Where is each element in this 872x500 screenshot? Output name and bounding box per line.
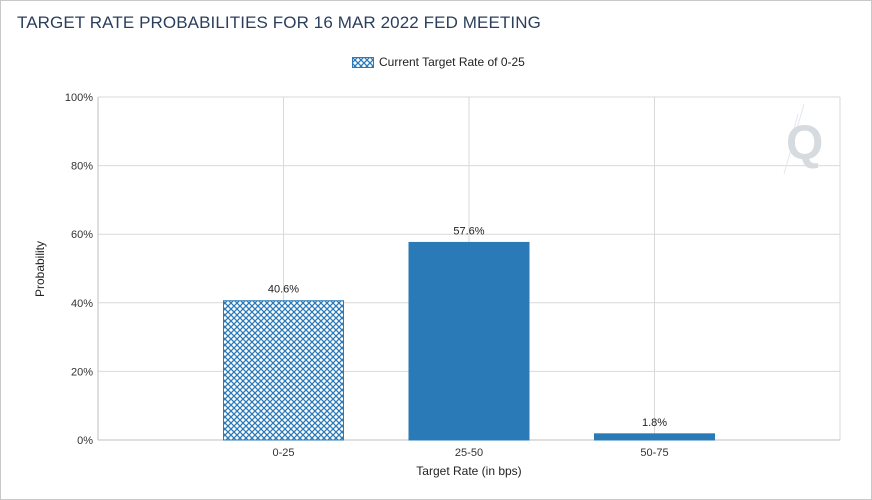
x-tick-label: 50-75	[640, 447, 668, 459]
legend-label: Current Target Rate of 0-25	[379, 55, 525, 69]
legend[interactable]: Current Target Rate of 0-25	[352, 55, 525, 69]
bars	[223, 241, 715, 441]
data-labels: 40.6% 57.6% 1.8%	[268, 225, 667, 428]
x-axis-title: Target Rate (in bps)	[416, 464, 521, 478]
x-tick-label: 25-50	[455, 447, 483, 459]
watermark-logo: Q	[783, 103, 823, 175]
y-tick-label: 80%	[71, 161, 93, 173]
bar-50-75[interactable]	[594, 433, 715, 441]
y-tick-label: 100%	[65, 92, 93, 104]
y-axis-title: Probability	[33, 241, 47, 297]
data-label-25-50: 57.6%	[453, 225, 484, 237]
y-tick-label: 20%	[71, 366, 93, 378]
x-tick-label: 0-25	[272, 447, 294, 459]
chart-title: TARGET RATE PROBABILITIES FOR 16 MAR 202…	[17, 13, 541, 32]
x-axis-ticks: 0-25 25-50 50-75	[272, 447, 668, 459]
y-axis-ticks: 0% 20% 40% 60% 80% 100%	[65, 92, 93, 447]
bar-0-25[interactable]	[223, 300, 344, 441]
data-label-0-25: 40.6%	[268, 284, 299, 296]
bar-25-50[interactable]	[408, 241, 530, 441]
watermark-letter: Q	[786, 117, 823, 170]
y-tick-label: 40%	[71, 298, 93, 310]
legend-swatch	[352, 56, 374, 68]
y-tick-label: 0%	[77, 435, 93, 447]
data-label-50-75: 1.8%	[642, 417, 667, 429]
y-tick-label: 60%	[71, 229, 93, 241]
